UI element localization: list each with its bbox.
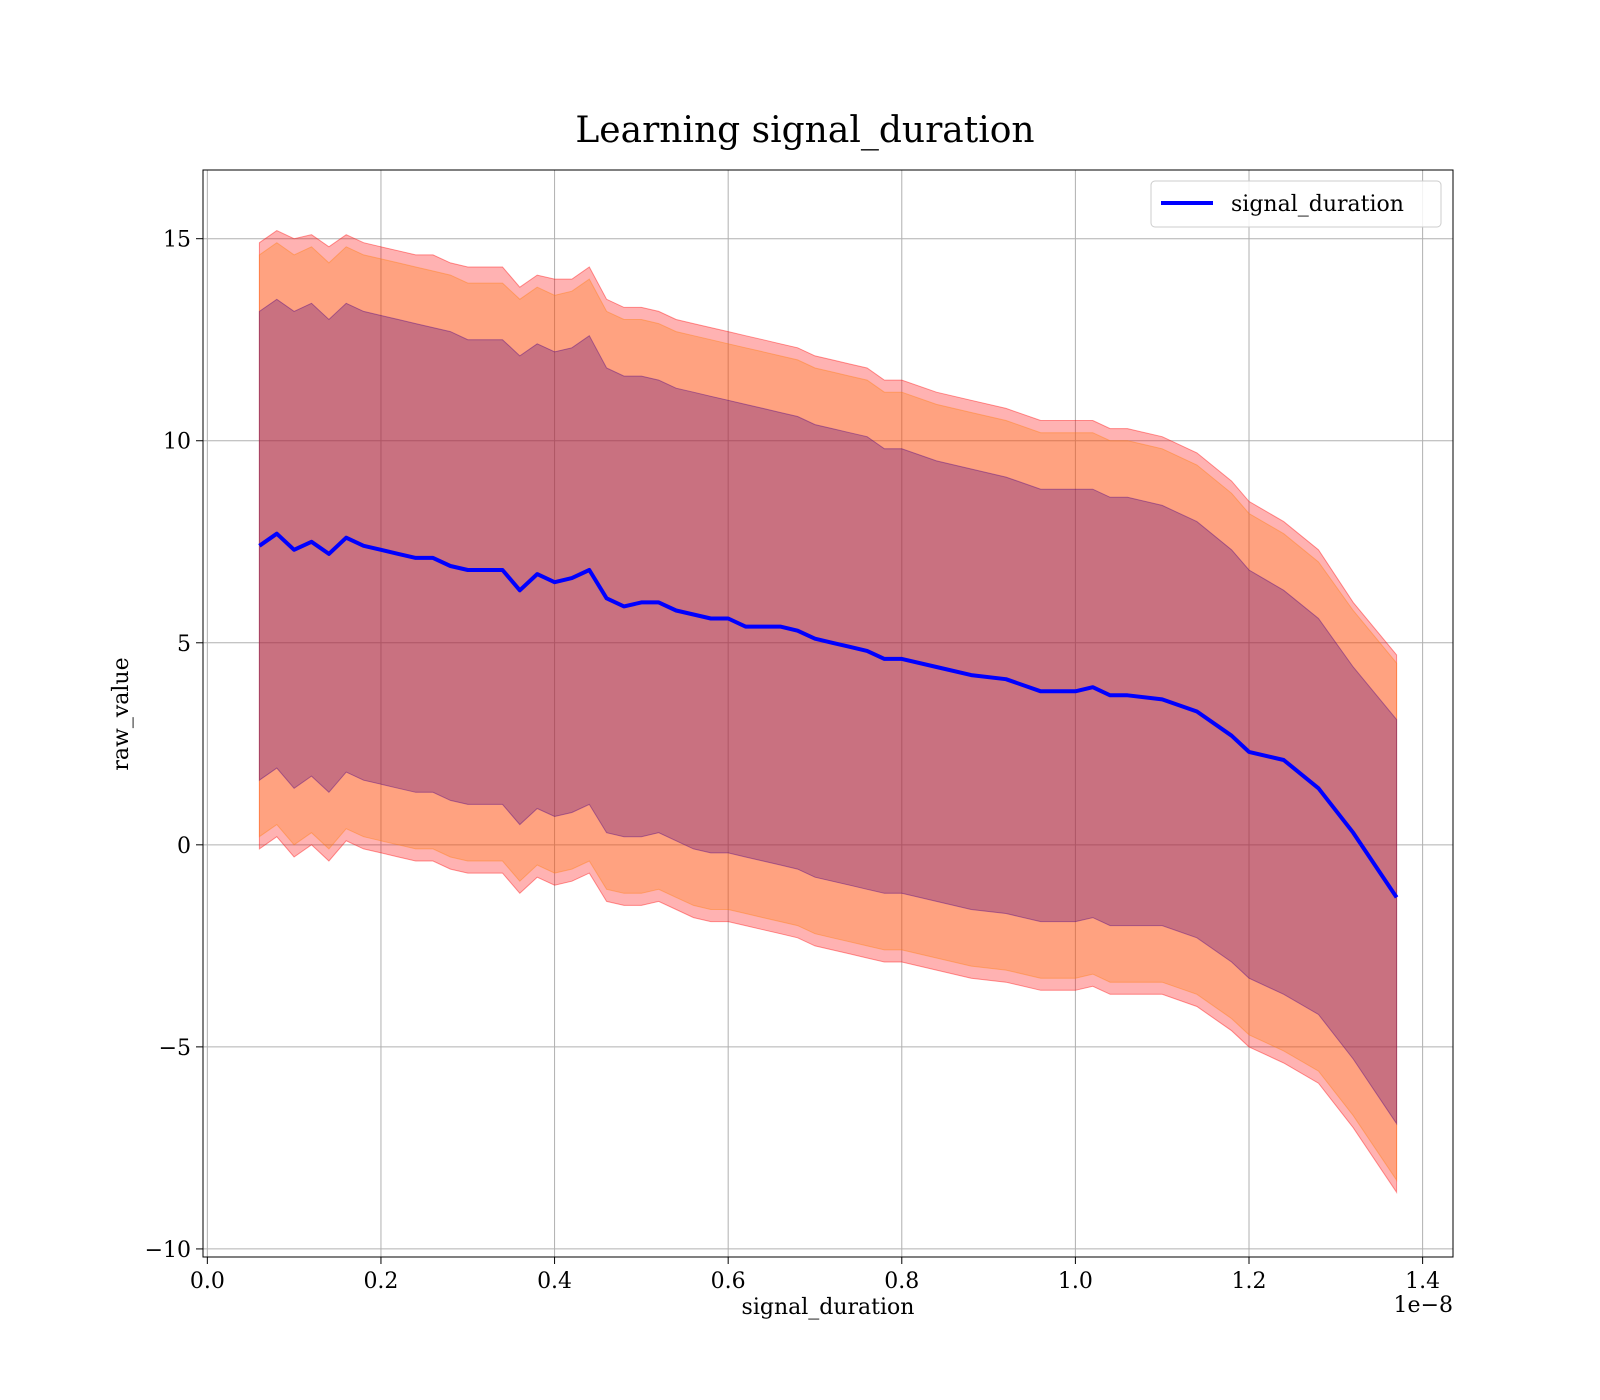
y-axis-ticks: −10 −5 0 5 10 15 — [145, 228, 203, 1263]
series-line-signal-duration — [258, 531, 1399, 899]
x-axis-ticks: 0.0 0.2 0.4 0.6 0.8 1.0 1.2 1.4 — [190, 1257, 1440, 1294]
inner-band — [258, 298, 1398, 1126]
y-tick-label: −5 — [159, 1036, 191, 1061]
x-tick-label: 0.4 — [537, 1269, 572, 1294]
legend-label: signal_duration — [1231, 192, 1404, 217]
grid — [203, 170, 1453, 1257]
y-tick-label: 10 — [163, 430, 191, 455]
x-tick-label: 0.8 — [884, 1269, 919, 1294]
x-tick-label: 0.6 — [711, 1269, 746, 1294]
plot-frame — [202, 169, 1454, 1258]
x-tick-label: 1.0 — [1058, 1269, 1093, 1294]
legend-box — [1150, 180, 1442, 228]
series-lines — [258, 531, 1399, 899]
confidence-bands — [258, 230, 1398, 1194]
outer-band — [258, 230, 1398, 1194]
x-tick-label: 0.0 — [190, 1269, 225, 1294]
y-tick-label: −10 — [145, 1238, 191, 1263]
x-tick-label: 0.2 — [363, 1269, 398, 1294]
x-tick-label: 1.2 — [1232, 1269, 1267, 1294]
x-axis-label: signal_duration — [742, 1295, 915, 1320]
y-tick-label: 15 — [163, 228, 191, 253]
y-tick-label: 0 — [177, 834, 191, 859]
y-tick-label: 5 — [177, 632, 191, 657]
middle-band — [258, 242, 1398, 1182]
legend: signal_duration — [1150, 180, 1442, 228]
x-tick-label: 1.4 — [1405, 1269, 1440, 1294]
x-axis-offset-label: 1e−8 — [1394, 1293, 1453, 1318]
chart-title: Learning signal_duration — [575, 110, 1034, 151]
y-axis-label: raw_value — [109, 657, 134, 770]
